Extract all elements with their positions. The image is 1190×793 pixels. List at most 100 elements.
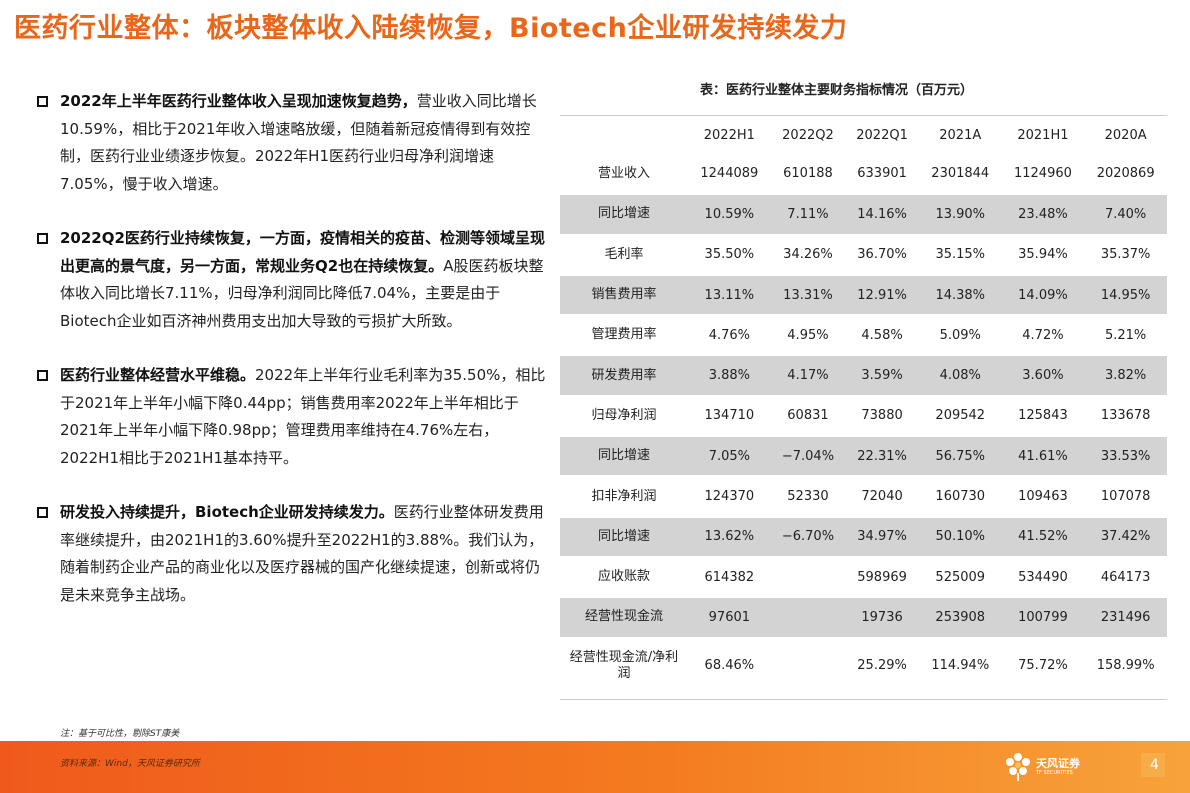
table-cell: 13.62% bbox=[688, 515, 771, 558]
table-cell: 14.38% bbox=[918, 273, 1002, 317]
row-label: 营业收入 bbox=[560, 154, 688, 194]
page-number: 4 bbox=[1150, 757, 1159, 773]
table-cell: 525009 bbox=[935, 569, 986, 585]
bullet-text: A股医药板块整体收入同比增长7.11%，归母净利润同比降低7.04%，主要是由于… bbox=[60, 256, 544, 330]
table-cell: 7.11% bbox=[770, 193, 846, 236]
table-bottom-rule bbox=[560, 699, 1167, 700]
bullet-item: 研发投入持续提升，Biotech企业研发持续发力。医药行业整体研发费用率继续提升… bbox=[34, 499, 546, 609]
table-row: 营业收入 1244089 610188 633901 2301844 1124960 202… bbox=[560, 154, 1167, 194]
table-cell: 72040 bbox=[861, 489, 903, 505]
source-note: 资料来源：Wind，天风证券研究所 bbox=[60, 759, 200, 769]
row-label: 应收账款 bbox=[560, 557, 688, 597]
bullet-text: 医药行业整体研发费用率继续提升，由2021H1的3.60%提升至2022H1的3… bbox=[60, 503, 544, 604]
table-cell: 5.21% bbox=[1104, 327, 1147, 343]
table-cell: 35.15% bbox=[935, 247, 986, 263]
row-label-text: 管理费用率 bbox=[591, 327, 657, 343]
table-cell: 4.95% bbox=[787, 327, 829, 343]
brand-name-en: TF SECURITIES bbox=[1036, 770, 1073, 776]
table-cell: 2020869 bbox=[1096, 166, 1155, 182]
table-cell: −7.04% bbox=[770, 435, 846, 478]
table-cell: 3.60% bbox=[1001, 354, 1085, 397]
table-cell: 60831 bbox=[787, 408, 829, 424]
table-cell: 23.48% bbox=[1001, 193, 1085, 236]
row-label: 经营性现金流/净利润 bbox=[560, 638, 688, 693]
checkbox-square-icon bbox=[37, 233, 48, 244]
table-cell: 1244089 bbox=[700, 166, 759, 182]
company-logo: 天风证券 TF SECURITIES bbox=[1004, 751, 1094, 783]
table-cell: 125843 bbox=[1018, 408, 1068, 424]
table-cell: 14.16% bbox=[845, 193, 919, 236]
table-row: 应收账款 614382 598969 525009 534490 464173 bbox=[560, 557, 1167, 597]
table-cell: 4.72% bbox=[1022, 327, 1064, 343]
table-cell: 114.94% bbox=[931, 658, 990, 674]
column-header: 2022Q2 bbox=[782, 127, 834, 143]
table-cell: 7.40% bbox=[1084, 193, 1167, 236]
table-cell: 68.46% bbox=[704, 658, 755, 674]
row-label: 管理费用率 bbox=[560, 315, 688, 355]
table-cell: 13.31% bbox=[770, 273, 846, 317]
checkbox-square-icon bbox=[37, 370, 48, 381]
row-label-text: 销售费用率 bbox=[591, 287, 657, 303]
table-cell: 158.99% bbox=[1096, 658, 1155, 674]
row-label-text: 毛利率 bbox=[604, 246, 644, 262]
table-cell: 37.42% bbox=[1084, 515, 1167, 558]
table-cell: 35.37% bbox=[1100, 247, 1151, 263]
column-header: 2020A bbox=[1104, 127, 1147, 143]
row-label: 同比增速 bbox=[560, 193, 688, 236]
bullet-heading: 医药行业整体经营水平维稳。 bbox=[60, 366, 256, 384]
bullet-heading: 2022Q2医药行业持续恢复，一方面，疫情相关的疫苗、检测等领域呈现出更高的景气… bbox=[60, 229, 545, 275]
table-cell bbox=[770, 596, 846, 639]
table-cell: 7.05% bbox=[688, 435, 771, 478]
table-row: 毛利率 35.50% 34.26% 36.70% 35.15% 35.94% 35.37% bbox=[560, 235, 1167, 275]
row-label-text: 应收账款 bbox=[597, 569, 650, 585]
page-title: 医药行业整体：板块整体收入陆续恢复，Biotech企业研发持续发力 bbox=[14, 13, 848, 44]
table-header-row: 2022H1 2022Q2 2022Q1 2021A 2021H1 2020A bbox=[560, 116, 1167, 154]
table-note: 注：基于可比性，剔除ST康美 bbox=[60, 729, 180, 739]
bullet-text: 2022年上半年行业毛利率为35.50%，相比于2021年上半年小幅下降0.44… bbox=[60, 366, 546, 467]
table-cell bbox=[771, 638, 846, 693]
table-cell: 614382 bbox=[704, 569, 755, 585]
table-cell: 160730 bbox=[935, 489, 986, 505]
page-number-box bbox=[1141, 753, 1165, 777]
table-row: 管理费用率 4.76% 4.95% 4.58% 5.09% 4.72% 5.21% bbox=[560, 315, 1167, 355]
financial-table: 2022H1 2022Q2 2022Q1 2021A 2021H1 2020A … bbox=[560, 116, 1167, 693]
table-cell: 534490 bbox=[1018, 569, 1068, 585]
table-cell: 3.88% bbox=[688, 354, 771, 397]
row-label-text: 同比增速 bbox=[597, 206, 650, 222]
table-cell: 14.95% bbox=[1084, 273, 1167, 317]
bullet-item: 2022年上半年医药行业整体收入呈现加速恢复趋势，营业收入同比增长10.59%，… bbox=[34, 88, 546, 198]
row-label: 扣非净利润 bbox=[560, 476, 688, 516]
table-cell: −6.70% bbox=[770, 515, 846, 558]
table-cell: 2301844 bbox=[931, 166, 990, 182]
table-cell: 231496 bbox=[1084, 596, 1167, 639]
row-label-text: 经营性现金流 bbox=[584, 609, 663, 625]
table-cell: 124370 bbox=[704, 489, 755, 505]
row-label: 销售费用率 bbox=[560, 273, 688, 317]
brand-name: 天风证券 bbox=[1036, 757, 1080, 770]
checkbox-square-icon bbox=[37, 96, 48, 107]
table-row: 同比增速 10.59% 7.11% 14.16% 13.90% 23.48% 7.40% bbox=[560, 193, 1167, 236]
table-cell: 5.09% bbox=[939, 327, 981, 343]
column-header: 2021A bbox=[939, 127, 982, 143]
table-cell: 4.76% bbox=[708, 327, 750, 343]
table-row: 经营性现金流 97601 19736 253908 100799 231496 bbox=[560, 596, 1167, 639]
table-cell: 13.11% bbox=[688, 273, 771, 317]
table-cell: 4.17% bbox=[770, 354, 846, 397]
bullet-heading: 研发投入持续提升，Biotech企业研发持续发力。 bbox=[60, 503, 394, 521]
table-cell: 36.70% bbox=[857, 247, 907, 263]
table-cell: 22.31% bbox=[845, 435, 919, 478]
column-header: 2022H1 bbox=[703, 127, 755, 143]
table-row: 归母净利润 134710 60831 73880 209542 125843 133678 bbox=[560, 396, 1167, 436]
table-cell: 50.10% bbox=[918, 515, 1002, 558]
table-caption: 表：医药行业整体主要财务指标情况（百万元） bbox=[700, 83, 974, 98]
table-cell: 97601 bbox=[688, 596, 771, 639]
table-cell: 73880 bbox=[861, 408, 903, 424]
table-cell: 107078 bbox=[1100, 489, 1151, 505]
row-label: 归母净利润 bbox=[560, 396, 688, 436]
column-header: 2022Q1 bbox=[856, 127, 908, 143]
table-row: 销售费用率 13.11% 13.31% 12.91% 14.38% 14.09% 14.95… bbox=[560, 273, 1167, 317]
table-cell: 134710 bbox=[704, 408, 755, 424]
bullet-item: 医药行业整体经营水平维稳。2022年上半年行业毛利率为35.50%，相比于202… bbox=[34, 362, 546, 472]
table-row: 同比增速 7.05% −7.04% 22.31% 56.75% 41.61% 33.53% bbox=[560, 435, 1167, 478]
table-cell: 34.26% bbox=[783, 247, 833, 263]
